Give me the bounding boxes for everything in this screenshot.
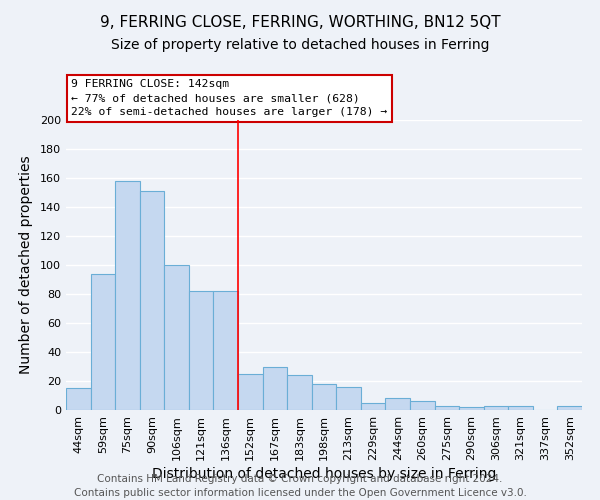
Y-axis label: Number of detached properties: Number of detached properties <box>19 156 33 374</box>
Bar <box>238 374 263 410</box>
Bar <box>164 265 189 410</box>
Bar <box>459 407 484 410</box>
Text: Contains HM Land Registry data © Crown copyright and database right 2024.
Contai: Contains HM Land Registry data © Crown c… <box>74 474 526 498</box>
Bar <box>508 406 533 410</box>
Bar <box>484 406 508 410</box>
Bar <box>312 384 336 410</box>
Bar <box>91 274 115 410</box>
Bar <box>336 387 361 410</box>
Bar <box>115 181 140 410</box>
Bar <box>287 375 312 410</box>
Text: 9 FERRING CLOSE: 142sqm
← 77% of detached houses are smaller (628)
22% of semi-d: 9 FERRING CLOSE: 142sqm ← 77% of detache… <box>71 79 388 117</box>
Text: Size of property relative to detached houses in Ferring: Size of property relative to detached ho… <box>111 38 489 52</box>
Bar <box>140 191 164 410</box>
Bar <box>434 406 459 410</box>
X-axis label: Distribution of detached houses by size in Ferring: Distribution of detached houses by size … <box>152 467 496 481</box>
Bar <box>214 291 238 410</box>
Bar <box>385 398 410 410</box>
Bar <box>189 291 214 410</box>
Bar <box>410 402 434 410</box>
Bar <box>361 403 385 410</box>
Bar <box>557 406 582 410</box>
Bar <box>263 366 287 410</box>
Text: 9, FERRING CLOSE, FERRING, WORTHING, BN12 5QT: 9, FERRING CLOSE, FERRING, WORTHING, BN1… <box>100 15 500 30</box>
Bar <box>66 388 91 410</box>
